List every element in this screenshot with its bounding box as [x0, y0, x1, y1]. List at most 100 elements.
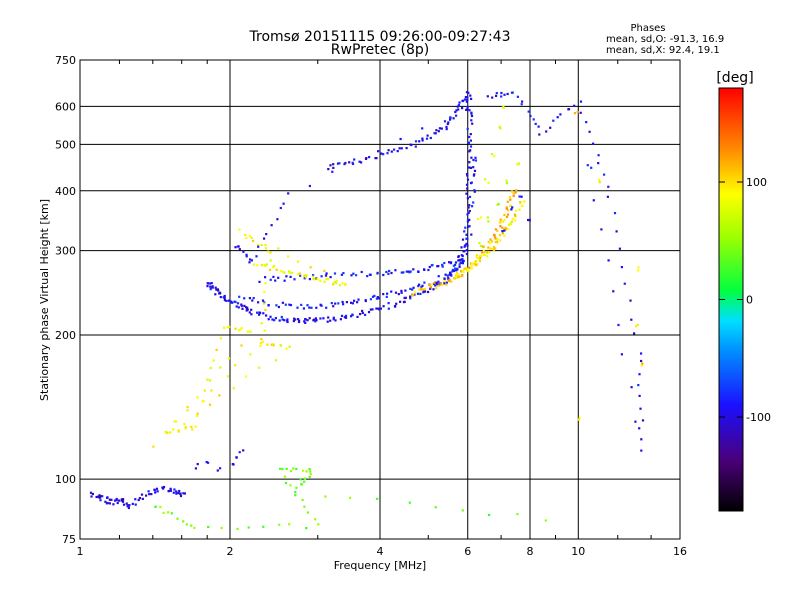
data-point [227, 299, 230, 302]
data-point [182, 520, 185, 523]
data-point [303, 477, 306, 480]
data-point [357, 298, 360, 301]
data-point [257, 245, 260, 248]
data-point [398, 147, 401, 150]
data-point [465, 237, 468, 240]
data-point [465, 100, 468, 103]
data-point [329, 319, 332, 322]
data-point [454, 276, 457, 279]
data-point [376, 497, 379, 500]
data-point [292, 467, 295, 470]
data-point [334, 302, 337, 305]
data-point [172, 428, 175, 431]
data-point [252, 239, 255, 243]
data-point [502, 105, 505, 108]
data-point [274, 317, 277, 320]
data-point [382, 153, 385, 156]
data-point [468, 109, 471, 112]
data-point [469, 94, 472, 97]
data-point [298, 319, 301, 322]
data-point [349, 496, 352, 499]
data-point [501, 226, 504, 229]
data-point [374, 157, 377, 160]
data-point [469, 145, 473, 148]
data-point [400, 147, 403, 150]
data-point [279, 467, 282, 470]
data-point [183, 423, 186, 426]
data-point [364, 313, 367, 316]
data-point [99, 499, 102, 502]
data-point [196, 414, 199, 417]
data-point [449, 272, 452, 275]
data-point [264, 282, 267, 285]
data-point [263, 237, 266, 240]
data-point [240, 326, 243, 330]
data-point [288, 270, 291, 273]
data-point [418, 140, 421, 143]
data-point [303, 320, 306, 323]
data-point [482, 249, 485, 252]
data-point [165, 431, 169, 434]
data-point [439, 282, 442, 286]
data-point [275, 268, 278, 271]
data-point [243, 297, 246, 300]
data-point [458, 265, 461, 268]
data-point [523, 200, 526, 203]
data-point [445, 128, 448, 131]
data-point [120, 498, 123, 501]
data-point [322, 317, 325, 320]
data-point [455, 114, 458, 117]
data-point [207, 461, 210, 464]
x-tick-label: 4 [377, 545, 384, 558]
data-point [466, 96, 469, 99]
data-point [256, 311, 259, 314]
data-point [299, 274, 302, 277]
data-point [359, 313, 362, 316]
data-point [127, 506, 130, 510]
data-point [209, 285, 212, 288]
data-point [294, 318, 297, 321]
data-point [466, 127, 469, 131]
data-point [410, 143, 413, 147]
data-point [309, 266, 312, 269]
data-point [433, 281, 436, 284]
data-point [169, 431, 172, 434]
data-point [454, 110, 457, 114]
data-point [386, 152, 389, 155]
data-point [444, 273, 447, 276]
data-point [369, 273, 372, 276]
data-point [175, 490, 178, 493]
data-point [461, 509, 464, 512]
data-point [493, 236, 497, 239]
data-point [286, 320, 289, 324]
data-point [487, 240, 490, 243]
data-point [427, 268, 430, 272]
data-point [428, 265, 431, 269]
data-point [175, 492, 178, 495]
data-point [461, 257, 464, 260]
data-point [265, 233, 268, 236]
data-point [435, 287, 438, 290]
data-point [247, 526, 250, 529]
data-point [220, 526, 223, 530]
data-point [110, 498, 113, 501]
data-point [465, 91, 469, 94]
data-point [418, 283, 421, 286]
data-point [308, 306, 311, 309]
data-point [326, 320, 329, 323]
data-point [403, 300, 406, 303]
data-point [465, 252, 468, 256]
data-point [323, 269, 326, 273]
data-point [305, 527, 308, 530]
data-point [308, 278, 311, 281]
data-point [150, 493, 153, 496]
data-point [238, 451, 241, 454]
data-point [90, 495, 93, 498]
data-point [196, 463, 199, 466]
data-point [361, 311, 364, 315]
data-point [409, 295, 412, 298]
data-point [479, 244, 483, 247]
data-point [332, 163, 335, 166]
data-point [336, 162, 340, 165]
data-point [145, 494, 148, 497]
